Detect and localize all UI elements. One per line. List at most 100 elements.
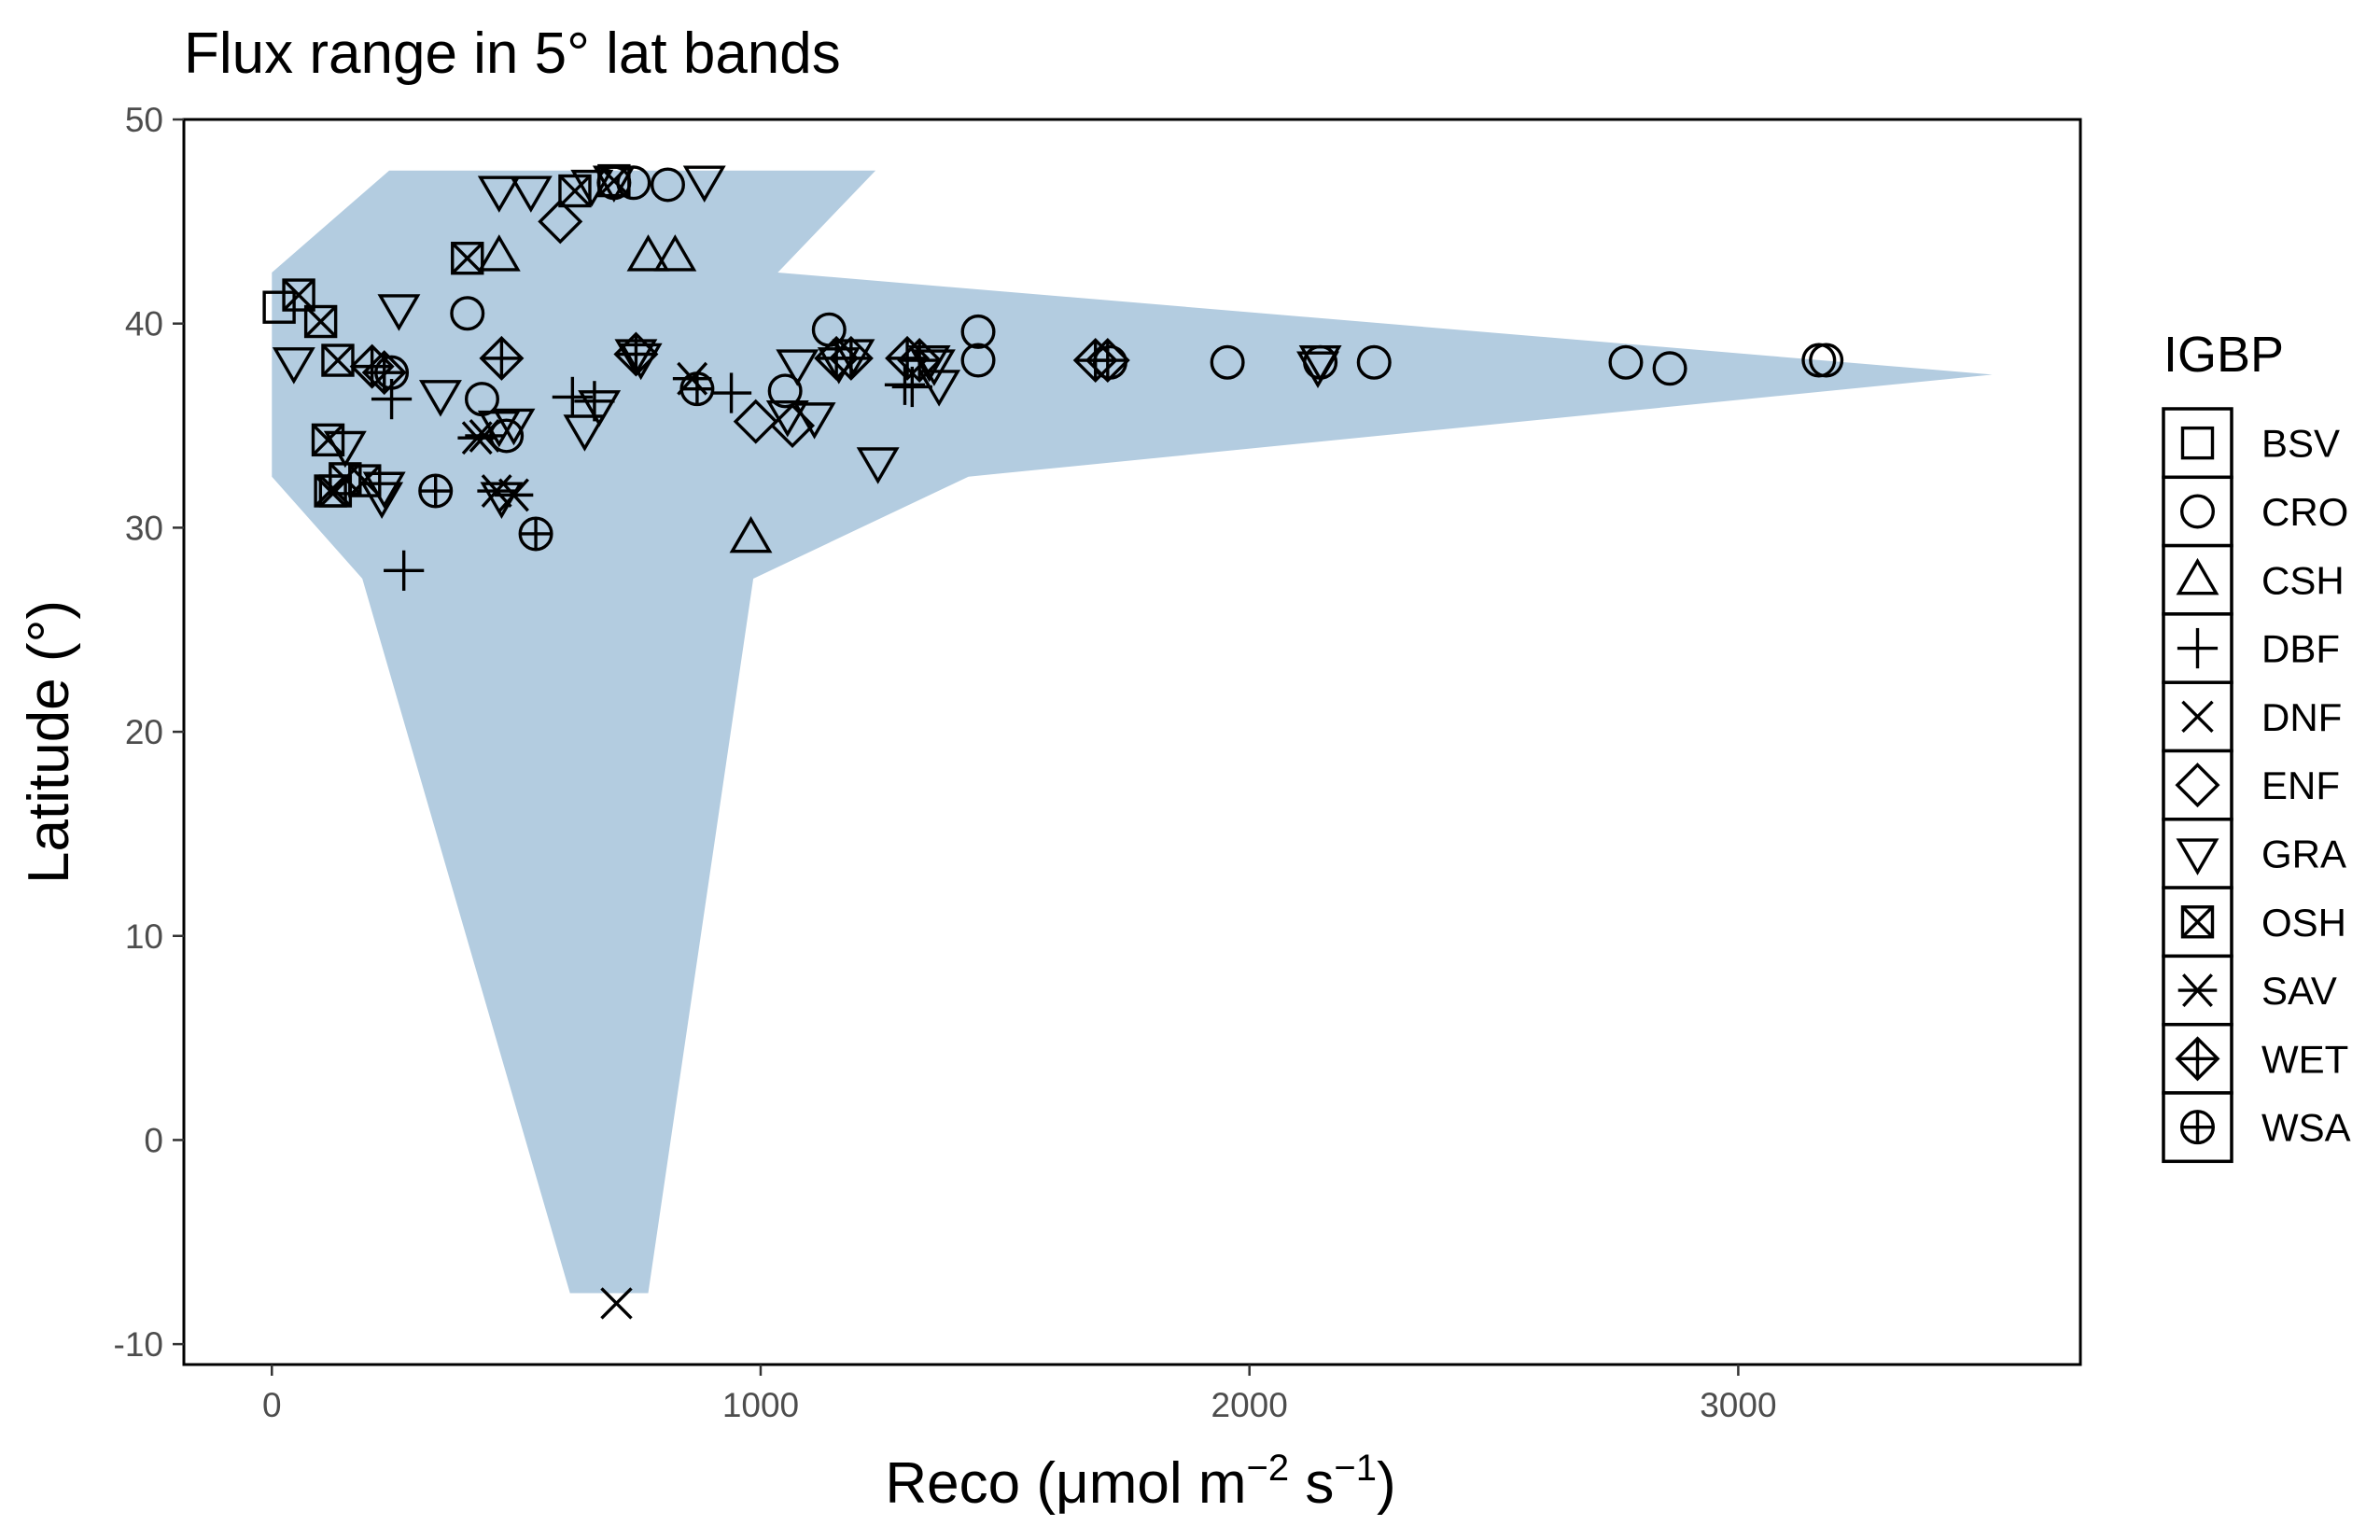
x-tick-label: 3000 [1700, 1386, 1776, 1424]
point-csh-2 [653, 234, 697, 272]
point-csh-3 [729, 515, 773, 553]
point-wet-7 [1085, 338, 1130, 384]
legend-key-symbol [2176, 838, 2219, 875]
point-sav-3 [494, 478, 534, 512]
legend-key-symbol [2175, 1036, 2220, 1082]
legend-key-symbol [2181, 700, 2214, 734]
legend-item-wet: WET [2162, 1022, 2348, 1095]
point-wsa-1 [518, 516, 553, 552]
point-gra-17 [792, 402, 836, 440]
legend-key-symbol [2179, 494, 2215, 529]
legend: IGBP BSV CRO CSH DBF DNF ENF GRA OSH SAV WET WSA [2162, 327, 2351, 1164]
x-axis: 0 1000 2000 3000 [262, 1365, 1777, 1424]
point-sav-0 [457, 421, 497, 455]
legend-label: OSH [2261, 901, 2346, 945]
legend-label: DBF [2261, 627, 2340, 671]
legend-item-cro: CRO [2162, 475, 2348, 548]
point-wet-9 [361, 350, 407, 396]
series-dbf [371, 364, 932, 591]
y-axis-title: Latitude (°) [17, 600, 81, 884]
y-tick-label: -10 [114, 1325, 163, 1364]
legend-item-sav: SAV [2162, 954, 2337, 1027]
legend-key-symbol [2176, 557, 2219, 595]
series-dnf [600, 1287, 633, 1320]
point-osh-6 [311, 423, 345, 457]
legend-item-dnf: DNF [2162, 680, 2342, 753]
point-gra-1 [377, 294, 421, 331]
point-csh-1 [626, 234, 670, 272]
range-band [272, 170, 1993, 1294]
x-axis-title-close: ) [1377, 1451, 1396, 1516]
point-gra-12 [682, 165, 726, 203]
legend-label: WSA [2261, 1106, 2351, 1150]
legend-key-symbol [2177, 627, 2219, 669]
legend-item-enf: ENF [2162, 749, 2340, 821]
x-tick-label: 2000 [1211, 1386, 1288, 1424]
point-gra-4 [509, 175, 553, 213]
point-wsa-2 [679, 371, 715, 407]
series-wet [349, 331, 1130, 396]
x-tick-label: 1000 [722, 1386, 799, 1424]
point-gra-21 [856, 447, 900, 484]
y-tick-label: 20 [125, 713, 163, 751]
point-gra-16 [765, 399, 809, 438]
point-gra-8 [563, 414, 607, 452]
point-cro-12 [1210, 344, 1245, 380]
x-axis-title-base: Reco (μmol m [885, 1451, 1246, 1516]
y-tick-label: 50 [125, 101, 163, 139]
point-gra-24 [917, 370, 961, 407]
point-gra-26 [1298, 344, 1342, 383]
point-cro-9 [960, 314, 996, 349]
point-gra-23 [912, 349, 956, 386]
y-axis: -10 0 10 20 30 40 50 [114, 101, 184, 1364]
plot-border [182, 118, 2082, 1366]
point-gra-2 [418, 380, 462, 417]
legend-key [2162, 818, 2233, 889]
point-enf-1 [733, 399, 778, 444]
legend-key-symbol [2180, 426, 2215, 460]
point-osh-0 [282, 278, 315, 312]
x-axis-title-exp2: −1 [1334, 1448, 1377, 1489]
point-bsv-0 [262, 290, 296, 324]
point-osh-4 [558, 174, 592, 208]
legend-item-wsa: WSA [2162, 1091, 2351, 1164]
legend-item-gra: GRA [2162, 818, 2346, 889]
point-gra-9 [578, 390, 622, 427]
x-axis-title: Reco (μmol m−2 s−1) [885, 1448, 1395, 1516]
point-cro-16 [1652, 351, 1687, 386]
point-sav-1 [465, 419, 504, 453]
point-wet-1 [613, 331, 659, 377]
range-band-layer [272, 170, 1993, 1294]
point-osh-3 [451, 242, 484, 275]
legend-label: SAV [2261, 969, 2337, 1013]
point-gra-13 [360, 482, 404, 519]
y-tick-label: 0 [144, 1121, 163, 1159]
point-cro-15 [1608, 344, 1644, 380]
point-dbf-4 [710, 372, 752, 413]
legend-item-bsv: BSV [2162, 407, 2340, 480]
legend-label: CSH [2261, 558, 2345, 602]
legend-item-dbf: DBF [2162, 612, 2340, 684]
y-tick-label: 30 [125, 509, 163, 547]
point-wet-3 [828, 335, 874, 381]
x-axis-title-exp1: −2 [1247, 1448, 1290, 1489]
legend-key [2162, 749, 2233, 821]
legend-label: GRA [2261, 832, 2346, 875]
legend-key-symbol [2177, 973, 2218, 1007]
legend-key-symbol [2180, 905, 2215, 939]
series-bsv [262, 290, 296, 324]
legend-label: WET [2261, 1037, 2348, 1081]
legend-key [2162, 543, 2233, 616]
point-osh-1 [303, 304, 338, 339]
chart-title: Flux range in 5° lat bands [184, 21, 841, 86]
point-cro-18 [1809, 343, 1844, 378]
point-wet-0 [479, 335, 525, 381]
point-enf-0 [538, 199, 583, 245]
point-wet-5 [897, 338, 943, 384]
point-dnf-0 [600, 1287, 633, 1320]
x-tick-label: 0 [262, 1386, 282, 1424]
point-cro-7 [767, 373, 803, 409]
legend-label: BSV [2261, 422, 2340, 466]
point-cro-2 [450, 296, 485, 331]
